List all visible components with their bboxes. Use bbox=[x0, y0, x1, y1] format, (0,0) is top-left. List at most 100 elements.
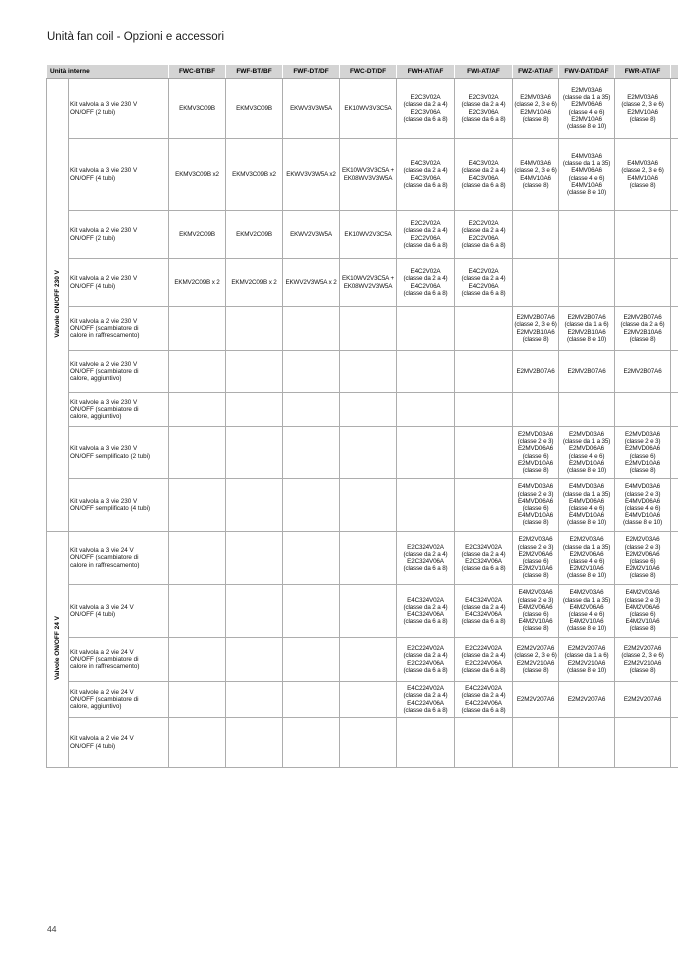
table-cell bbox=[339, 426, 398, 479]
table-cell-cutoff bbox=[670, 392, 678, 427]
table-cell bbox=[282, 306, 341, 351]
table-cell bbox=[454, 478, 514, 532]
row-label: Kit valvola a 3 vie 230 V ON/OFF semplif… bbox=[67, 478, 170, 532]
table-row: Kit valvole a 3 vie 230 V ON/OFF (scambi… bbox=[47, 392, 678, 427]
table-cell bbox=[558, 210, 616, 259]
table-cell: E2MVD03A6 (classe 2 e 3) E2MVD06A6 (clas… bbox=[512, 426, 560, 479]
table-cell bbox=[614, 392, 672, 427]
table-cell: E2MVD03A6 (classe da 1 a 35) E2MVD06A6 (… bbox=[558, 426, 616, 479]
table-cell bbox=[282, 717, 341, 768]
table-row: Kit valvola a 2 vie 230 V ON/OFF (4 tubi… bbox=[47, 258, 678, 307]
table-cell: E4C324V02A (classe da 2 a 4) E4C324V06A … bbox=[396, 584, 456, 638]
table-cell-cutoff bbox=[670, 210, 678, 259]
table-cell: EKMV2C09B bbox=[168, 210, 227, 259]
table-cell bbox=[168, 426, 227, 479]
row-label: Kit valvola a 3 vie 230 V ON/OFF (2 tubi… bbox=[67, 78, 170, 139]
table-cell: E4MVD03A6 (classe 2 e 3) E4MVD06A6 (clas… bbox=[614, 478, 672, 532]
column-header-fwf-bt-bf: FWF-BT/BF bbox=[225, 64, 284, 79]
table-cell: E2C324V02A (classe da 2 a 4) E2C324V06A … bbox=[396, 531, 456, 585]
column-header-unita-interne: Unità interne bbox=[45, 64, 170, 79]
table-cell bbox=[512, 392, 560, 427]
table-cell: EKMV3C09B x2 bbox=[225, 138, 284, 211]
table-cell bbox=[339, 350, 398, 393]
table-row: Kit valvola a 2 vie 230 V ON/OFF (scambi… bbox=[47, 306, 678, 351]
group-label-valvole-on-off-230-v: Valvole ON/OFF 230 V bbox=[46, 78, 69, 532]
column-header-cutoff bbox=[670, 64, 678, 79]
table-cell bbox=[339, 681, 398, 718]
group-label-valvole-on-off-24-v: Valvole ON/OFF 24 V bbox=[46, 531, 69, 768]
table-cell bbox=[282, 531, 341, 585]
table-row: Kit valvola a 3 vie 230 V ON/OFF (4 tubi… bbox=[47, 138, 678, 211]
table-cell: EKMV2C09B bbox=[225, 210, 284, 259]
table-cell: E4C2V02A (classe da 2 a 4) E4C2V06A (cla… bbox=[396, 258, 456, 307]
page-number: 44 bbox=[47, 924, 57, 934]
row-label: Kit valvole a 2 vie 24 V ON/OFF (scambia… bbox=[67, 681, 170, 718]
table-cell bbox=[339, 531, 398, 585]
table-cell bbox=[168, 392, 227, 427]
table-cell: EK10WV3V3C5A + EK08WV3V3W5A bbox=[339, 138, 398, 211]
table-cell: E2MV03A6 (classe da 1 a 35) E2MV06A6 (cl… bbox=[558, 78, 616, 139]
row-label: Kit valvola a 3 vie 230 V ON/OFF semplif… bbox=[67, 426, 170, 479]
table-cell: E2MV2B07A6 (classe da 1 a 6) E2MV2B10A6 … bbox=[558, 306, 616, 351]
row-label: Kit valvola a 2 vie 24 V ON/OFF (4 tubi) bbox=[67, 717, 170, 768]
table-cell bbox=[225, 584, 284, 638]
table-cell: EK10WV2V3C5A + EK08WV2V3W5A bbox=[339, 258, 398, 307]
table-cell bbox=[168, 306, 227, 351]
table-cell: E4C2V02A (classe da 2 a 4) E4C2V06A (cla… bbox=[454, 258, 514, 307]
table-cell: E2MV2B07A6 bbox=[512, 350, 560, 393]
column-header-fwh-at-af: FWH-AT/AF bbox=[396, 64, 456, 79]
table-cell bbox=[339, 637, 398, 682]
table-cell: E4C3V02A (classe da 2 a 4) E4C3V06A (cla… bbox=[396, 138, 456, 211]
table-cell bbox=[282, 350, 341, 393]
table-cell-cutoff bbox=[670, 584, 678, 638]
table-cell: E4MV03A6 (classe 2, 3 e 6) E4MV10A6 (cla… bbox=[512, 138, 560, 211]
table-cell: E2MVD03A6 (classe 2 e 3) E2MVD06A6 (clas… bbox=[614, 426, 672, 479]
table-cell-cutoff bbox=[670, 350, 678, 393]
column-header-fwz-at-af: FWZ-AT/AF bbox=[512, 64, 560, 79]
table-cell bbox=[168, 531, 227, 585]
table-cell bbox=[225, 637, 284, 682]
table-cell bbox=[396, 306, 456, 351]
table-row: Kit valvola a 3 vie 24 V ON/OFF (4 tubi)… bbox=[47, 584, 678, 638]
table-cell: E2C2V02A (classe da 2 a 4) E2C2V06A (cla… bbox=[396, 210, 456, 259]
group-label-text: Valvole ON/OFF 24 V bbox=[53, 616, 61, 681]
table-cell bbox=[282, 681, 341, 718]
table-cell bbox=[282, 637, 341, 682]
table-row: Kit valvola a 2 vie 24 V ON/OFF (4 tubi) bbox=[47, 717, 678, 768]
table-cell bbox=[558, 392, 616, 427]
table-row: Valvole ON/OFF 230 V Kit valvola a 3 vie … bbox=[46, 78, 678, 532]
row-label: Kit valvola a 2 vie 230 V ON/OFF (4 tubi… bbox=[67, 258, 170, 307]
table-row: Kit valvole a 2 vie 24 V ON/OFF (scambia… bbox=[47, 681, 678, 718]
table-cell: E2M2V207A6 (classe 2, 3 e 6) E2M2V210A6 … bbox=[512, 637, 560, 682]
table-cell bbox=[168, 478, 227, 532]
table-cell bbox=[512, 210, 560, 259]
table-cell bbox=[454, 350, 514, 393]
table-cell bbox=[339, 584, 398, 638]
table-cell: E4C324V02A (classe da 2 a 4) E4C324V06A … bbox=[454, 584, 514, 638]
table-cell: EK10WV3V3C5A bbox=[339, 78, 398, 139]
column-header-fwf-dt-df: FWF-DT/DF bbox=[282, 64, 341, 79]
table-cell: E2MV2B07A6 bbox=[614, 350, 672, 393]
table-cell bbox=[168, 637, 227, 682]
table-cell: EKMV3C09B x2 bbox=[168, 138, 227, 211]
table-cell: E4MVD03A6 (classe da 1 a 35) E4MVD06A6 (… bbox=[558, 478, 616, 532]
table-cell: E2MV03A6 (classe 2, 3 e 6) E2MV10A6 (cla… bbox=[614, 78, 672, 139]
row-label: Kit valvola a 3 vie 24 V ON/OFF (scambia… bbox=[67, 531, 170, 585]
table-cell: E4M2V03A6 (classe 2 e 3) E4M2V06A6 (clas… bbox=[512, 584, 560, 638]
table-cell bbox=[454, 426, 514, 479]
table-cell: EKMV2C09B x 2 bbox=[168, 258, 227, 307]
table-cell-cutoff bbox=[670, 138, 678, 211]
column-header-fwr-at-af: FWR-AT/AF bbox=[614, 64, 672, 79]
table-cell bbox=[282, 392, 341, 427]
table-cell bbox=[454, 306, 514, 351]
table-cell bbox=[396, 717, 456, 768]
table-cell: E2M2V03A6 (classe 2 e 3) E2M2V06A6 (clas… bbox=[614, 531, 672, 585]
table-cell: E4M2V03A6 (classe da 1 a 35) E4M2V06A6 (… bbox=[558, 584, 616, 638]
table-cell-cutoff bbox=[670, 78, 678, 139]
table-cell: E2MV2B07A6 (classe 2, 3 e 6) E2MV2B10A6 … bbox=[512, 306, 560, 351]
table-cell bbox=[396, 350, 456, 393]
table-cell bbox=[614, 258, 672, 307]
table-cell-cutoff bbox=[670, 717, 678, 768]
table-row: Kit valvola a 3 vie 230 V ON/OFF semplif… bbox=[47, 478, 678, 532]
table-cell: E4C3V02A (classe da 2 a 4) E4C3V06A (cla… bbox=[454, 138, 514, 211]
